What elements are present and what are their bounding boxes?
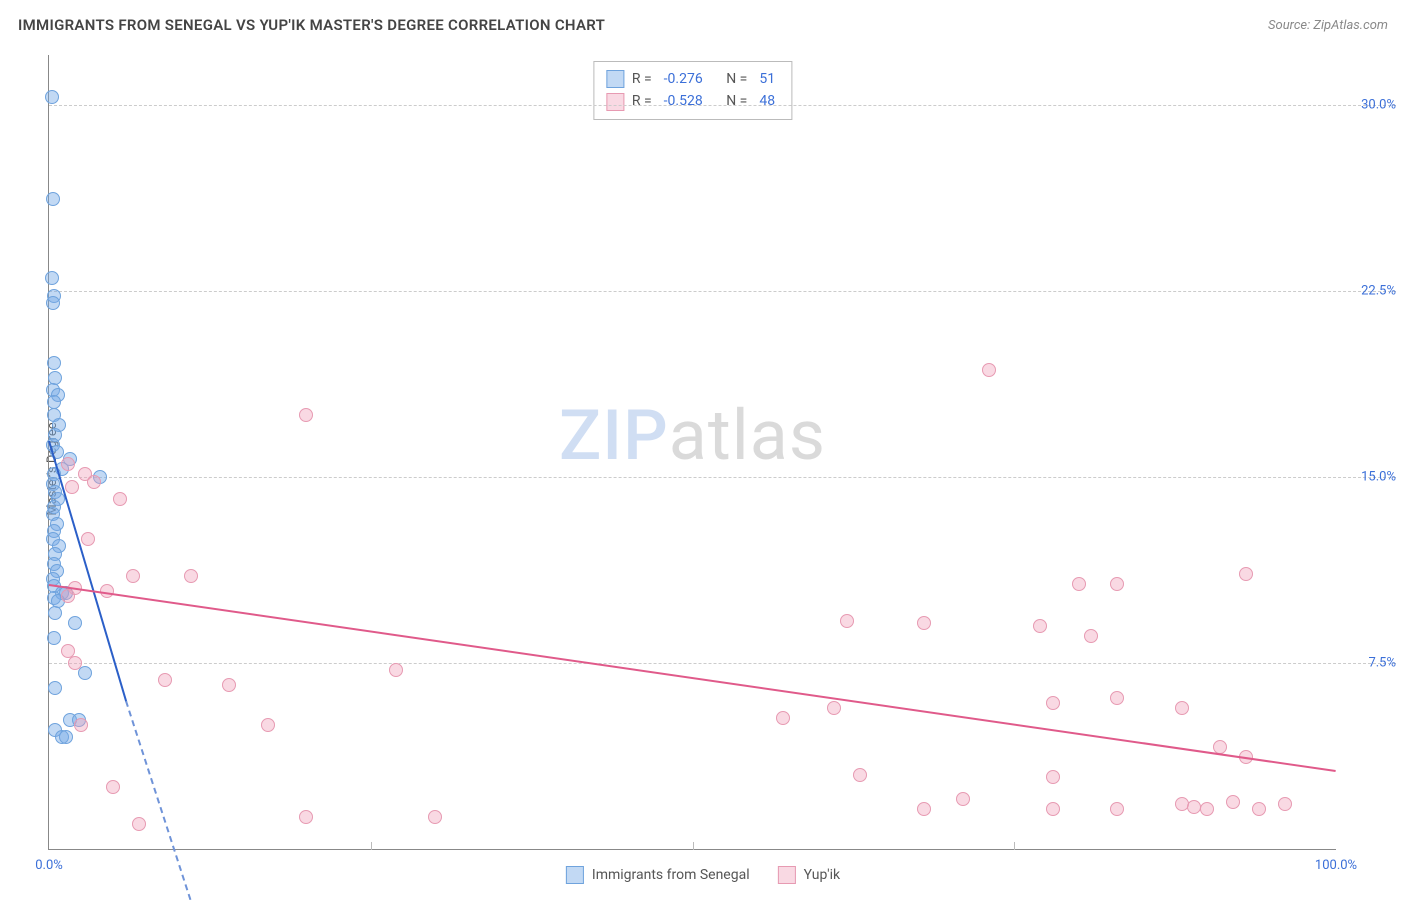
- plot-area: ZIPatlas R = -0.276 N = 51 R = -0.528 N …: [48, 55, 1336, 850]
- xtick-label: 100.0%: [1315, 858, 1357, 873]
- scatter-point: [47, 356, 61, 370]
- scatter-point: [45, 271, 59, 285]
- regression-line: [49, 584, 1336, 772]
- gridline-h: [49, 105, 1396, 106]
- stats-r-label-b: R =: [632, 90, 652, 112]
- scatter-point: [222, 678, 236, 692]
- scatter-point: [1033, 619, 1047, 633]
- chart-container: Master's Degree ZIPatlas R = -0.276 N = …: [0, 45, 1406, 892]
- scatter-point: [1084, 629, 1098, 643]
- stats-legend-row-a: R = -0.276 N = 51: [606, 68, 779, 90]
- scatter-point: [917, 802, 931, 816]
- chart-source: Source: ZipAtlas.com: [1268, 18, 1388, 33]
- scatter-point: [158, 673, 172, 687]
- series-legend: Immigrants from Senegal Yup'ik: [566, 866, 840, 884]
- scatter-point: [126, 569, 140, 583]
- xtick-label: 0.0%: [35, 858, 63, 873]
- series-swatch-a: [566, 866, 584, 884]
- scatter-point: [956, 792, 970, 806]
- ytick-label: 22.5%: [1341, 283, 1396, 298]
- series-swatch-b: [778, 866, 796, 884]
- stats-legend: R = -0.276 N = 51 R = -0.528 N = 48: [593, 61, 792, 120]
- scatter-point: [184, 569, 198, 583]
- stats-r-value-a: -0.276: [664, 68, 703, 90]
- scatter-point: [74, 718, 88, 732]
- scatter-point: [853, 768, 867, 782]
- chart-header: IMMIGRANTS FROM SENEGAL VS YUP'IK MASTER…: [0, 0, 1406, 40]
- scatter-point: [61, 457, 75, 471]
- stats-n-label-b: N =: [726, 90, 747, 112]
- scatter-point: [428, 810, 442, 824]
- scatter-point: [1046, 696, 1060, 710]
- series-legend-item-a: Immigrants from Senegal: [566, 866, 750, 884]
- scatter-point: [65, 480, 79, 494]
- scatter-point: [1252, 802, 1266, 816]
- stats-swatch-b: [606, 93, 624, 111]
- scatter-point: [1187, 800, 1201, 814]
- ytick-label: 30.0%: [1341, 97, 1396, 112]
- scatter-point: [78, 666, 92, 680]
- scatter-point: [1046, 802, 1060, 816]
- scatter-point: [1226, 795, 1240, 809]
- stats-n-value-b: 48: [759, 90, 775, 112]
- scatter-point: [299, 810, 313, 824]
- series-legend-item-b: Yup'ik: [778, 866, 840, 884]
- chart-title: IMMIGRANTS FROM SENEGAL VS YUP'IK MASTER…: [18, 16, 605, 34]
- scatter-point: [1175, 701, 1189, 715]
- series-label-a: Immigrants from Senegal: [592, 867, 750, 883]
- scatter-point: [59, 730, 73, 744]
- scatter-point: [68, 656, 82, 670]
- ytick-label: 7.5%: [1341, 655, 1396, 670]
- scatter-point: [1110, 802, 1124, 816]
- scatter-point: [389, 663, 403, 677]
- scatter-point: [1200, 802, 1214, 816]
- scatter-point: [982, 363, 996, 377]
- xtick-mark: [693, 842, 694, 850]
- scatter-point: [917, 616, 931, 630]
- regression-line-dash: [125, 701, 191, 900]
- stats-legend-row-b: R = -0.528 N = 48: [606, 90, 779, 112]
- stats-n-label: N =: [726, 68, 747, 90]
- scatter-point: [1278, 797, 1292, 811]
- ytick-label: 15.0%: [1341, 469, 1396, 484]
- scatter-point: [840, 614, 854, 628]
- scatter-point: [47, 631, 61, 645]
- scatter-point: [87, 475, 101, 489]
- xtick-mark: [371, 842, 372, 850]
- scatter-point: [46, 296, 60, 310]
- gridline-h: [49, 477, 1396, 478]
- scatter-point: [106, 780, 120, 794]
- scatter-point: [113, 492, 127, 506]
- gridline-h: [49, 663, 1396, 664]
- scatter-point: [61, 589, 75, 603]
- stats-r-value-b: -0.528: [664, 90, 703, 112]
- watermark-part2: atlas: [669, 395, 826, 477]
- watermark: ZIPatlas: [559, 395, 826, 477]
- scatter-point: [46, 192, 60, 206]
- watermark-part1: ZIP: [559, 395, 669, 477]
- scatter-point: [1239, 567, 1253, 581]
- scatter-point: [81, 532, 95, 546]
- scatter-point: [68, 616, 82, 630]
- scatter-point: [48, 681, 62, 695]
- scatter-point: [45, 90, 59, 104]
- scatter-point: [1110, 691, 1124, 705]
- stats-swatch-a: [606, 70, 624, 88]
- gridline-h: [49, 291, 1396, 292]
- scatter-point: [299, 408, 313, 422]
- stats-n-value-a: 51: [759, 68, 775, 90]
- scatter-point: [776, 711, 790, 725]
- scatter-point: [261, 718, 275, 732]
- scatter-point: [1072, 577, 1086, 591]
- scatter-point: [1110, 577, 1124, 591]
- scatter-point: [48, 606, 62, 620]
- scatter-point: [827, 701, 841, 715]
- scatter-point: [1046, 770, 1060, 784]
- scatter-point: [1175, 797, 1189, 811]
- scatter-point: [132, 817, 146, 831]
- series-label-b: Yup'ik: [804, 867, 840, 883]
- xtick-mark: [1014, 842, 1015, 850]
- stats-r-label: R =: [632, 68, 652, 90]
